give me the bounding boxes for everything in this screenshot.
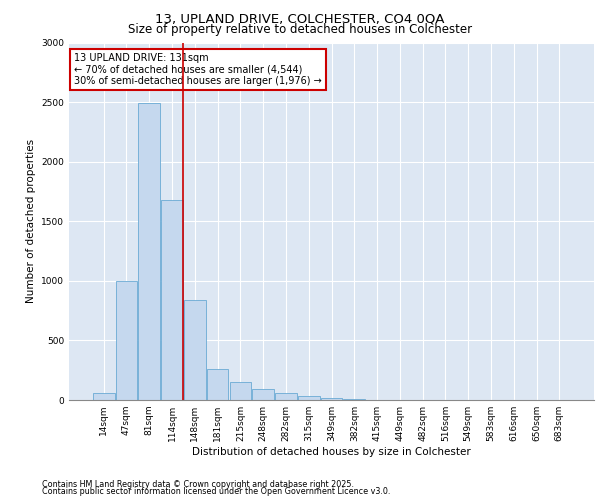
Bar (184, 300, 206, 400)
Bar (116, 281, 137, 400)
Bar (139, 104, 160, 400)
Bar (253, 388, 274, 400)
Bar (320, 398, 343, 400)
Text: Contains public sector information licensed under the Open Government Licence v3: Contains public sector information licen… (42, 488, 391, 496)
Bar (298, 396, 320, 400)
Bar (161, 200, 183, 400)
Y-axis label: Number of detached properties: Number of detached properties (26, 139, 35, 304)
Text: Size of property relative to detached houses in Colchester: Size of property relative to detached ho… (128, 22, 472, 36)
Text: 13 UPLAND DRIVE: 131sqm
← 70% of detached houses are smaller (4,544)
30% of semi: 13 UPLAND DRIVE: 131sqm ← 70% of detache… (74, 53, 322, 86)
Bar (275, 394, 297, 400)
X-axis label: Distribution of detached houses by size in Colchester: Distribution of detached houses by size … (192, 447, 471, 457)
Bar (93, 394, 115, 400)
Bar (230, 382, 251, 400)
Text: 13, UPLAND DRIVE, COLCHESTER, CO4 0QA: 13, UPLAND DRIVE, COLCHESTER, CO4 0QA (155, 12, 445, 26)
Bar (343, 399, 365, 400)
Bar (207, 369, 229, 400)
Text: Contains HM Land Registry data © Crown copyright and database right 2025.: Contains HM Land Registry data © Crown c… (42, 480, 354, 489)
